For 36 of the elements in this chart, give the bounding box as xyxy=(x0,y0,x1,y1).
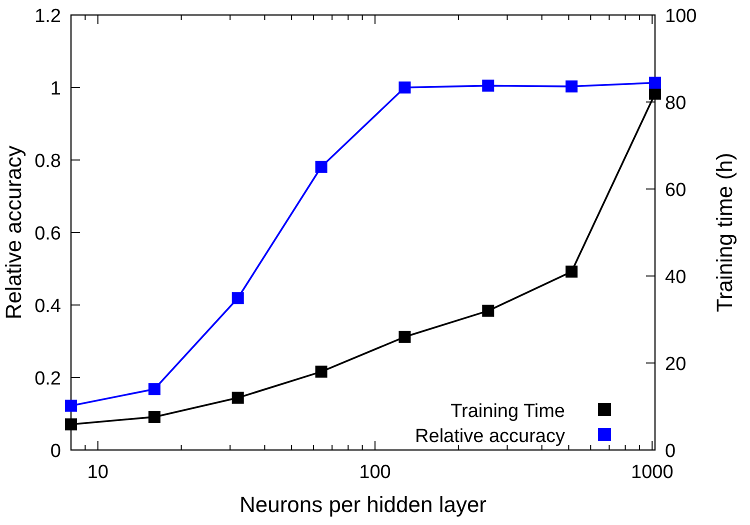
legend-label: Training Time xyxy=(450,401,565,422)
point xyxy=(315,160,328,173)
point xyxy=(148,383,160,396)
point xyxy=(482,304,494,317)
point xyxy=(649,76,661,89)
y2-tick-label: 20 xyxy=(665,354,686,375)
y-tick-label: 1.2 xyxy=(34,6,61,27)
x-tick-label: 1000 xyxy=(631,462,674,483)
y-tick-label: 0 xyxy=(50,441,61,462)
point xyxy=(315,366,328,378)
y2-tick-label: 60 xyxy=(665,180,686,201)
y-tick-label: 0.6 xyxy=(34,224,61,244)
point xyxy=(232,392,244,404)
x-tick-label: 10 xyxy=(87,462,108,483)
point xyxy=(232,292,244,304)
point xyxy=(482,80,494,92)
x-tick-label: 100 xyxy=(359,462,391,483)
point xyxy=(398,82,411,94)
point xyxy=(65,418,77,430)
point xyxy=(148,410,160,423)
point xyxy=(398,330,411,343)
y-tick-label: 1 xyxy=(50,78,61,100)
y2-tick-label: 80 xyxy=(665,93,686,114)
y2-tick-label: 40 xyxy=(665,267,686,288)
y-tick-label: 0.4 xyxy=(34,296,62,317)
y2-axis-title: Training time (h) xyxy=(712,152,737,312)
x-axis-title: Neurons per hidden layer xyxy=(239,492,487,517)
legend-label: Relative accuracy xyxy=(415,426,566,447)
y2-tick-label: 100 xyxy=(665,6,697,27)
point xyxy=(566,80,578,92)
y-tick-label: 0.8 xyxy=(34,151,61,172)
point xyxy=(566,266,578,278)
y2-tick-label: 0 xyxy=(665,441,676,462)
point xyxy=(65,400,77,412)
y-tick-label: 0.2 xyxy=(34,368,61,390)
y-axis-title: Relative accuracy xyxy=(1,146,26,320)
